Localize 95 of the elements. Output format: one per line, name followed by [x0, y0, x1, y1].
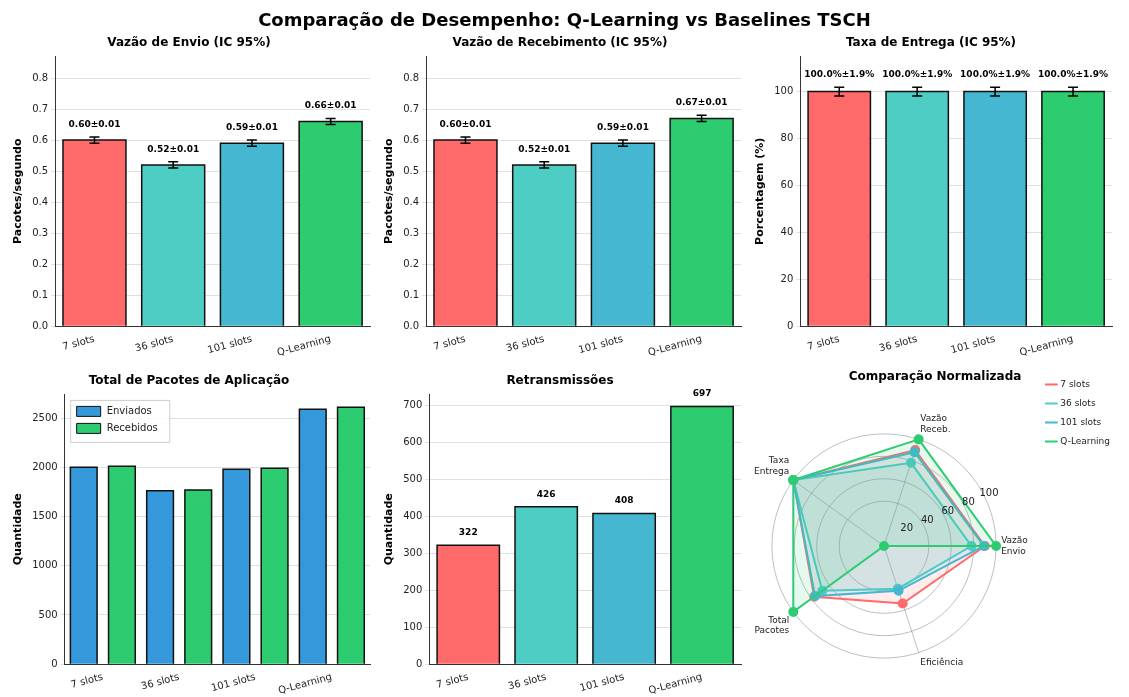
- y-tick-label: 0: [51, 657, 58, 669]
- y-tick-label: 20: [780, 272, 794, 284]
- chart-title: Total de Pacotes de Aplicação: [88, 373, 290, 388]
- y-axis-title: Porcentagem (%): [753, 137, 767, 245]
- x-tick-label: 7 slots: [432, 332, 467, 352]
- data-label: 100.0%±1.9%: [960, 68, 1031, 79]
- legend-label: 36 slots: [1060, 397, 1096, 408]
- text: Comparação de Desempenho: Q-Learning vs Baselines TSCH: [257, 8, 872, 32]
- y-tick-label: 0.5: [403, 164, 420, 176]
- y-tick-label: 400: [403, 509, 423, 521]
- legend-label: Recebidos: [106, 421, 158, 433]
- y-tick-label: 0.1: [403, 288, 420, 300]
- y-tick-label: 0.5: [32, 164, 49, 176]
- data-label: 0.52±0.01: [518, 143, 571, 154]
- spoke-label: Vazão Receb.: [920, 412, 951, 434]
- y-tick-label: 500: [403, 472, 423, 484]
- x-tick-label: 101 slots: [206, 332, 254, 356]
- data-label: 408: [614, 495, 634, 506]
- x-tick-label: 101 slots: [949, 332, 997, 356]
- y-tick-label: 100: [979, 486, 999, 498]
- y-tick-label: 1000: [32, 559, 58, 571]
- x-tick-label: 36 slots: [877, 332, 919, 354]
- y-tick-label: 0.3: [32, 226, 49, 238]
- y-tick-label: 0.7: [32, 102, 49, 114]
- spoke-label: Vazão Envio: [1001, 534, 1029, 556]
- y-tick-label: 0.6: [403, 133, 420, 145]
- x-tick-label: 36 slots: [139, 670, 181, 692]
- y-tick-label: 2000: [32, 460, 58, 472]
- y-tick-label: 0.1: [32, 288, 49, 300]
- legend-label: 101 slots: [1060, 416, 1102, 427]
- y-tick-label: 0.4: [403, 195, 420, 207]
- data-label: 0.59±0.01: [596, 121, 649, 132]
- spoke-label: Total Pacotes: [754, 614, 790, 636]
- x-tick-label: 101 slots: [578, 670, 626, 694]
- y-tick-label: 0.8: [32, 71, 49, 83]
- legend-label: 7 slots: [1060, 378, 1091, 389]
- y-tick-label: 700: [403, 399, 423, 411]
- x-tick-label: 101 slots: [209, 670, 257, 694]
- y-tick-label: 0.4: [32, 195, 49, 207]
- y-tick-label: 0.2: [32, 257, 49, 269]
- y-tick-label: 200: [403, 583, 423, 595]
- x-tick-label: 7 slots: [434, 670, 470, 690]
- y-tick-label: 0.8: [403, 71, 420, 83]
- data-label: 100.0%±1.9%: [1038, 68, 1109, 79]
- x-tick-label: 36 slots: [504, 332, 546, 354]
- spoke-label: Taxa Entrega: [754, 455, 790, 477]
- data-label: 100.0%±1.9%: [882, 68, 953, 79]
- y-tick-label: 80: [780, 132, 794, 144]
- y-tick-label: 0: [415, 657, 423, 669]
- y-tick-label: 0.3: [403, 226, 420, 238]
- chart-title: Retransmissões: [506, 373, 614, 388]
- data-label: 0.60±0.01: [439, 118, 492, 129]
- y-tick-label: 40: [920, 513, 934, 525]
- x-tick-label: 36 slots: [506, 670, 548, 692]
- y-tick-label: 100: [403, 620, 423, 632]
- y-tick-label: 300: [403, 546, 423, 558]
- data-label: 322: [458, 527, 478, 537]
- y-tick-label: 0.0: [403, 319, 420, 331]
- y-axis-title: Quantidade: [382, 493, 396, 566]
- y-tick-label: 500: [38, 608, 58, 620]
- y-tick-label: 0.7: [403, 102, 420, 114]
- x-tick-label: 101 slots: [577, 332, 625, 356]
- data-label: 0.59±0.01: [225, 121, 278, 132]
- chart-title: Comparação Normalizada: [848, 369, 1022, 384]
- y-tick-label: 2500: [32, 411, 58, 423]
- y-tick-label: 60: [780, 178, 794, 190]
- data-label: 100.0%±1.9%: [804, 68, 875, 79]
- data-label: 0.66±0.01: [304, 100, 357, 111]
- x-tick-label: 7 slots: [69, 670, 105, 690]
- legend-label: Q-Learning: [1060, 435, 1110, 446]
- data-label: 0.67±0.01: [675, 97, 728, 108]
- y-tick-label: 20: [900, 522, 914, 534]
- y-tick-label: 0.0: [32, 319, 49, 331]
- chart-title: Vazão de Envio (IC 95%): [107, 35, 271, 50]
- y-tick-label: 600: [403, 436, 423, 448]
- y-axis-title: Quantidade: [11, 493, 25, 566]
- y-axis-title: Pacotes/segundo: [382, 138, 396, 245]
- y-tick-label: 1500: [32, 510, 58, 522]
- data-label: 697: [692, 388, 712, 399]
- y-tick-label: 0.6: [32, 133, 49, 145]
- y-tick-label: 40: [780, 225, 794, 237]
- x-tick-label: 7 slots: [61, 332, 96, 352]
- data-label: 426: [536, 488, 556, 499]
- data-label: 0.52±0.01: [147, 143, 200, 154]
- data-label: 0.60±0.01: [68, 118, 121, 129]
- y-axis-title: Pacotes/segundo: [11, 138, 25, 245]
- y-tick-label: 100: [774, 85, 794, 97]
- y-tick-label: 0.2: [403, 257, 420, 269]
- x-tick-label: 7 slots: [805, 332, 841, 352]
- legend-label: Enviados: [106, 404, 152, 416]
- chart-title: Vazão de Recebimento (IC 95%): [452, 35, 668, 50]
- x-tick-label: 36 slots: [133, 332, 175, 354]
- y-tick-label: 0: [786, 319, 794, 331]
- chart-title: Taxa de Entrega (IC 95%): [845, 35, 1017, 50]
- spoke-label: Eficiência: [920, 657, 964, 668]
